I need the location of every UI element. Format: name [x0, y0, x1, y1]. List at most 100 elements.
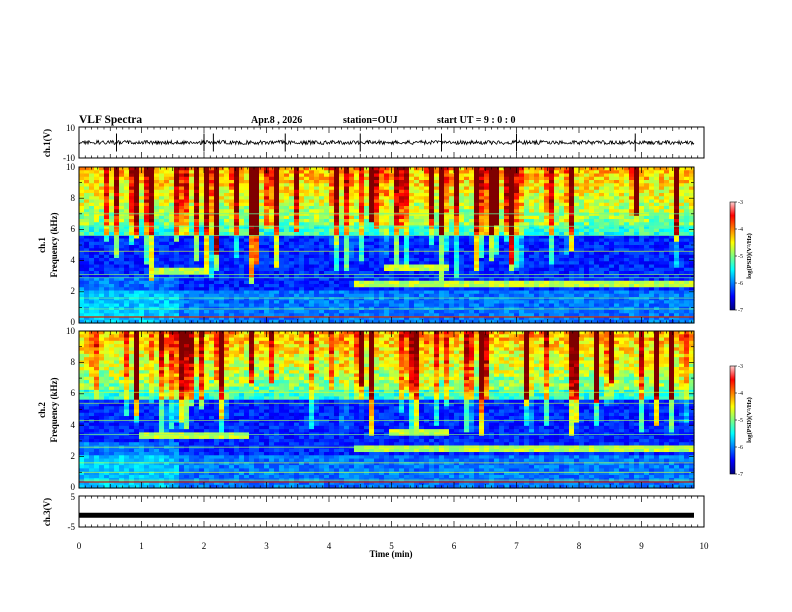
spectrogram-cell — [209, 267, 215, 272]
spectrogram-cell — [264, 287, 270, 292]
spectrogram-cell — [504, 245, 510, 249]
spectrogram-cell — [189, 228, 195, 233]
spectrogram-cell — [419, 251, 425, 256]
spectrogram-cell — [254, 199, 260, 204]
spectrogram-cell — [154, 280, 160, 285]
spectrogram-cell — [384, 271, 390, 275]
spectrogram-cell — [419, 280, 425, 285]
spectrogram-cell — [544, 310, 550, 314]
spectrogram-cell — [259, 297, 265, 301]
spectrogram-cell — [514, 235, 520, 240]
spectrogram-cell — [484, 193, 490, 197]
spectrogram-cell — [439, 176, 445, 181]
spectrogram-cell — [489, 248, 495, 253]
spectrogram-cell — [319, 313, 325, 318]
spectrogram-cell — [559, 222, 565, 227]
spectrogram-cell — [444, 170, 450, 175]
spectrogram-cell — [269, 209, 275, 214]
spectrogram-cell — [384, 167, 390, 171]
spectrogram-cell — [374, 290, 380, 295]
spectrogram-cell — [234, 189, 240, 194]
spectrogram-cell — [324, 316, 330, 321]
spectrogram-cell — [134, 245, 140, 249]
spectrogram-cell — [554, 290, 560, 295]
spectrogram-cell — [329, 232, 335, 236]
spectrogram-cell — [184, 173, 190, 178]
spectrogram-cell — [484, 290, 490, 295]
spectrogram-cell — [429, 222, 435, 227]
spectrogram-cell — [284, 176, 290, 181]
spectrogram-cell — [399, 316, 405, 321]
spectrogram-cell — [504, 196, 510, 201]
spectrogram-cell — [149, 186, 155, 191]
spectrogram-cell — [524, 290, 530, 295]
spectrogram-cell — [329, 303, 335, 308]
spectrogram-cell — [244, 215, 250, 220]
spectrogram-cell — [304, 287, 310, 292]
spectrogram-cell — [189, 206, 195, 210]
spectrogram-cell — [424, 313, 430, 318]
spectrogram-cell — [234, 222, 240, 227]
spectrogram-cell — [479, 196, 485, 201]
spectrogram-cell — [79, 212, 85, 217]
spectrogram-cell — [79, 267, 85, 272]
spectrogram-cell — [459, 206, 465, 210]
spectrogram-cell — [169, 271, 175, 275]
spectrogram-cell — [509, 173, 515, 178]
spectrogram-cell — [374, 206, 380, 210]
spectrogram-cell — [544, 293, 550, 298]
spectrogram-cell — [349, 254, 355, 259]
spectrogram-cell — [379, 313, 385, 318]
spectrogram-cell — [169, 232, 175, 236]
spectrogram-cell — [409, 280, 415, 285]
spectrogram-cell — [239, 232, 245, 236]
spectrogram-cell — [509, 180, 515, 184]
spectrogram-cell — [529, 202, 535, 207]
spectrogram-cell — [189, 196, 195, 201]
spectrogram-cell — [234, 180, 240, 184]
spectrogram-cell — [364, 222, 370, 227]
spectrogram-cell — [184, 287, 190, 292]
spectrogram-cell — [364, 251, 370, 256]
spectrogram-cell — [234, 238, 240, 243]
spectrogram-cell — [269, 310, 275, 314]
spectrogram-cell — [179, 225, 185, 230]
spectrogram-cell — [439, 232, 445, 236]
spectrogram-cell — [169, 228, 175, 233]
spectrogram-cell — [164, 186, 170, 191]
spectrogram-cell — [214, 206, 220, 210]
spectrogram-cell — [424, 202, 430, 207]
spectrogram-cell — [79, 206, 85, 210]
spectrogram-cell — [284, 183, 290, 188]
spectrogram-cell — [314, 267, 320, 272]
spectrogram-cell — [479, 271, 485, 275]
spectrogram-cell — [554, 183, 560, 188]
spectrogram-cell — [554, 202, 560, 207]
spectrogram-cell — [134, 193, 140, 197]
spectrogram-cell — [439, 303, 445, 308]
spectrogram-cell — [554, 248, 560, 253]
spectrogram-cell — [129, 297, 135, 301]
spectrogram-cell — [319, 183, 325, 188]
spectrogram-cell — [509, 199, 515, 204]
spectrogram-cell — [104, 189, 110, 194]
spectrogram-cell — [549, 193, 555, 197]
spectrogram-cell — [84, 235, 90, 240]
spectrogram-cell — [164, 189, 170, 194]
spectrogram-cell — [94, 186, 100, 191]
spectrogram-cell — [129, 235, 135, 240]
spectrogram-cell — [309, 222, 315, 227]
spectrogram-cell — [444, 212, 450, 217]
spectrogram-cell — [149, 183, 155, 188]
spectrogram-cell — [554, 319, 560, 324]
spectrogram-cell — [279, 170, 285, 175]
spectrogram-cell — [139, 228, 145, 233]
spectrogram-cell — [169, 313, 175, 318]
spectrogram-cell — [164, 280, 170, 285]
spectrogram-cell — [239, 316, 245, 321]
spectrogram-cell — [394, 209, 400, 214]
spectrogram-cell — [464, 193, 470, 197]
spectrogram-cell — [184, 202, 190, 207]
spectrogram-cell — [139, 193, 145, 197]
spectrogram-cell — [304, 290, 310, 295]
